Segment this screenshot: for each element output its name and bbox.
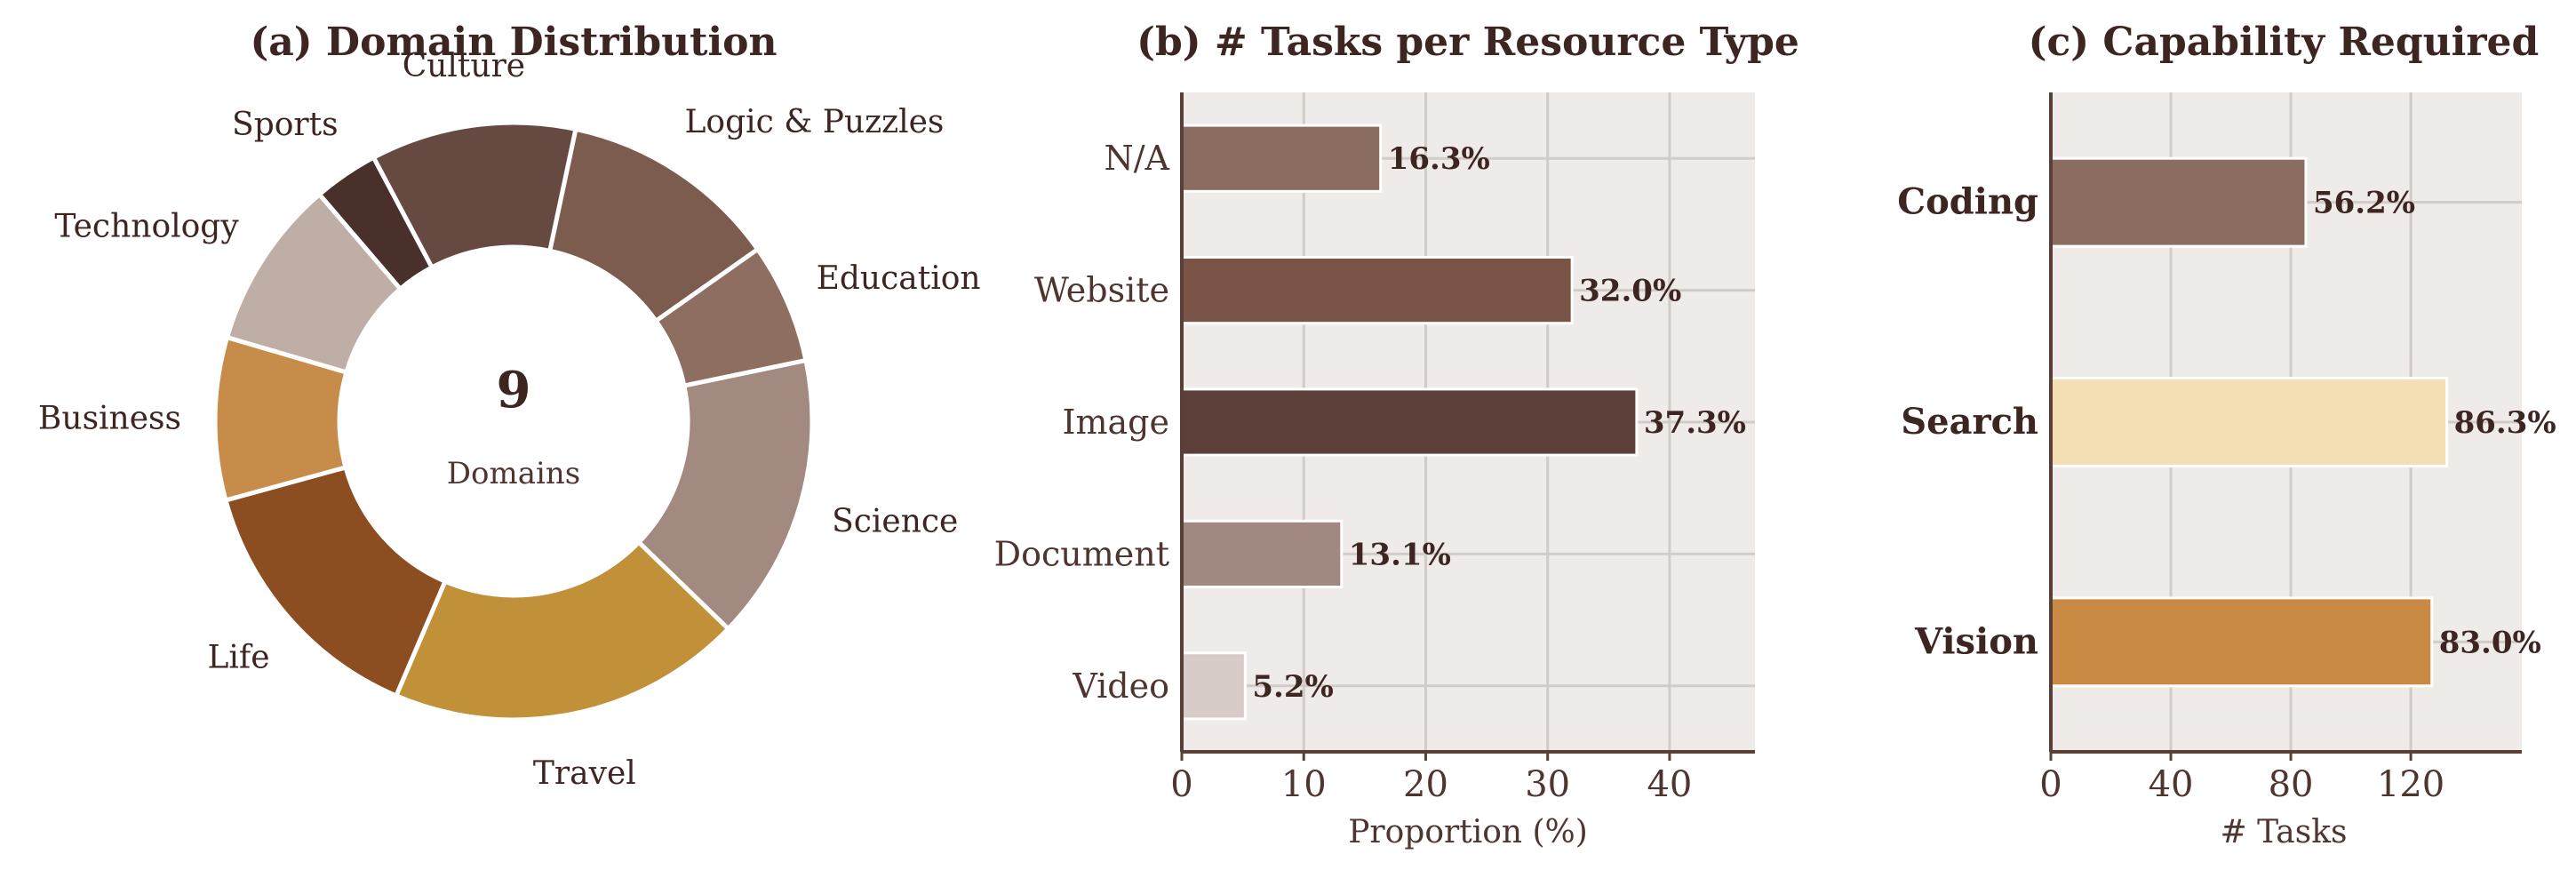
capability-value-label-vision: 83.0% [2439, 625, 2541, 660]
donut-label-education: Education [817, 260, 981, 297]
resource-tick-30: 30 [1525, 764, 1570, 805]
capability-axes [2049, 92, 2522, 761]
resource-category-n-a: N/A [1105, 139, 1170, 178]
donut-label-science: Science [832, 503, 958, 539]
capability-tick-0: 0 [2039, 764, 2062, 805]
capability-tick-120: 120 [2377, 764, 2444, 805]
capability-category-labels: Coding Search Vision [1897, 181, 2038, 663]
donut-slices [212, 120, 815, 722]
capability-tick-80: 80 [2269, 764, 2314, 805]
capability-chart-title: (c) Capability Required [2029, 20, 2540, 65]
donut-title: (a) Domain Distribution [250, 20, 777, 65]
resource-value-label-website: 32.0% [1579, 274, 1681, 309]
capability-category-coding: Coding [1897, 181, 2038, 223]
resource-bar-n-a [1180, 124, 1383, 193]
resource-tick-0: 0 [1170, 764, 1192, 805]
donut-label-sports: Sports [232, 107, 339, 143]
capability-bar-coding [2049, 156, 2308, 248]
donut-label-technology: Technology [54, 209, 239, 245]
resource-bar-video [1180, 651, 1247, 721]
donut-label-culture: Culture [403, 48, 525, 84]
resource-chart-title: (b) # Tasks per Resource Type [1136, 20, 1799, 65]
resource-bar-website [1180, 256, 1574, 325]
donut-slice-labels: Logic & Puzzles Education Science Travel Lif… [38, 48, 981, 792]
resource-type-bar-chart: (b) # Tasks per Resource Type 16.3% 32.0%… [994, 20, 1799, 850]
capability-bars [2049, 156, 2449, 688]
resource-category-document: Document [994, 534, 1169, 573]
resource-value-label-document: 13.1% [1349, 537, 1451, 572]
donut-label-travel: Travel [533, 755, 636, 792]
capability-value-label-search: 86.3% [2454, 405, 2556, 441]
donut-label-business: Business [38, 401, 181, 437]
capability-x-axis-label: # Tasks [2220, 814, 2347, 850]
capability-x-tick-labels: 0 40 80 120 [2039, 764, 2444, 805]
resource-bar-document [1180, 519, 1344, 588]
resource-bar-image [1180, 387, 1639, 457]
resource-tick-20: 20 [1403, 764, 1448, 805]
donut-slice-science [636, 358, 815, 632]
resource-category-website: Website [1034, 271, 1169, 310]
resource-value-label-image: 37.3% [1644, 405, 1746, 441]
resource-x-axis-label: Proportion (%) [1348, 814, 1588, 850]
donut-slice-culture [371, 120, 578, 270]
capability-category-search: Search [1901, 401, 2038, 443]
capability-data-labels: 56.2% 86.3% 83.0% [2313, 186, 2556, 661]
resource-tick-10: 10 [1281, 764, 1327, 805]
resource-category-labels: N/A Website Image Document Video [994, 139, 1170, 706]
domain-donut-chart: (a) Domain Distribution Logic & Puzzles E… [38, 20, 981, 792]
donut-slice-travel [394, 539, 731, 722]
donut-center-label: Domains [447, 456, 580, 491]
donut-label-life: Life [207, 640, 269, 676]
capability-value-label-coding: 56.2% [2313, 186, 2415, 221]
resource-category-image: Image [1062, 403, 1169, 442]
donut-label-logic-puzzles: Logic & Puzzles [685, 104, 945, 140]
capability-bar-search [2049, 377, 2449, 467]
donut-center-value: 9 [497, 361, 531, 419]
resource-x-tick-labels: 0 10 20 30 40 [1170, 764, 1692, 805]
capability-category-vision: Vision [1914, 620, 2038, 662]
resource-data-labels: 16.3% 32.0% 37.3% 13.1% 5.2% [1252, 141, 1746, 705]
capability-bar-vision [2049, 596, 2434, 688]
resource-category-video: Video [1072, 666, 1169, 706]
capability-tick-40: 40 [2149, 764, 2194, 805]
resource-axes [1180, 92, 1755, 761]
resource-value-label-n-a: 16.3% [1388, 141, 1490, 177]
resource-tick-40: 40 [1647, 764, 1692, 805]
capability-bar-chart: (c) Capability Required 56.2%86.3%83.0% … [1897, 20, 2556, 850]
resource-value-label-video: 5.2% [1252, 669, 1333, 705]
